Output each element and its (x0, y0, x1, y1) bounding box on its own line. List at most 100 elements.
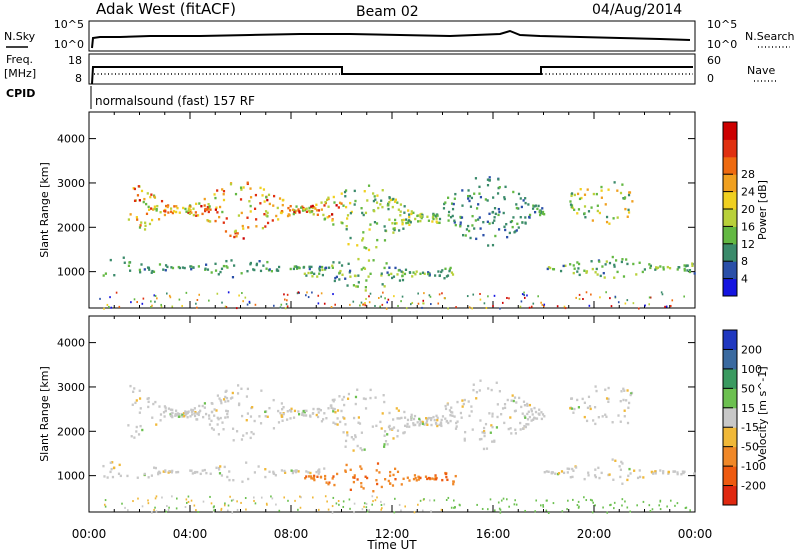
power-echo-cell (233, 230, 237, 233)
power-echo-cell (295, 267, 299, 270)
velocity-echo-cell (111, 475, 115, 479)
power-echo-cell (407, 209, 410, 212)
velocity-clutter-cell (486, 508, 489, 511)
velocity-echo-cell (297, 413, 301, 416)
velocity-clutter-cell (299, 506, 302, 509)
velocity-clutter-cell (613, 501, 616, 504)
velocity-echo-cell (386, 443, 389, 446)
power-echo-cell (403, 211, 406, 214)
power-echo-cell (266, 260, 269, 264)
freq-strip: Freq. [MHz] 18 8 60 0 Nave (4, 53, 778, 85)
colorbar-tick-label: 15 (741, 402, 755, 415)
velocity-echo-cell (440, 424, 443, 428)
colorbar-tick-label: 100 (741, 363, 762, 376)
velocity-echo-cell (383, 443, 386, 446)
power-echo-cell (276, 206, 279, 210)
power-echo-cell (497, 213, 500, 217)
power-echo-cell (604, 263, 607, 266)
velocity-clutter-cell (508, 505, 510, 508)
velocity-echo-cell (482, 447, 486, 451)
velocity-echo-cell (272, 470, 275, 474)
velocity-echo-cell (330, 406, 333, 410)
velocity-echo-cell (150, 474, 153, 477)
power-echo-cell (177, 265, 180, 269)
velocity-clutter-cell (275, 503, 277, 506)
power-echo-cell (486, 199, 489, 202)
power-echo-cell (249, 187, 252, 190)
velocity-echo-cell (381, 412, 384, 415)
velocity-echo-cell (340, 409, 343, 413)
velocity-clutter-cell (534, 510, 536, 513)
colorbar-tick-label: 20 (741, 203, 755, 216)
power-echo-cell (150, 218, 154, 222)
power-echo-cell (543, 213, 546, 216)
power-echo-cell (308, 206, 311, 210)
power-echo-cell (367, 275, 370, 278)
velocity-clutter-cell (366, 510, 369, 513)
power-clutter-cell (156, 297, 158, 300)
velocity-echo-cell (289, 417, 292, 420)
power-echo-cell (300, 206, 303, 209)
power-echo-cell (407, 219, 411, 222)
power-echo-cell (509, 220, 512, 224)
velocity-echo-cell (352, 416, 356, 420)
power-echo-cell (136, 218, 139, 221)
velocity-echo-cell (190, 408, 193, 412)
velocity-echo-cell (415, 479, 418, 482)
velocity-echo-cell (612, 478, 615, 481)
power-echo-cell (197, 265, 200, 268)
power-clutter-cell (543, 303, 546, 306)
power-echo-cell (214, 219, 217, 223)
power-echo-cell (128, 261, 131, 264)
velocity-echo-cell (448, 409, 452, 412)
power-echo-cell (262, 188, 266, 191)
colorbar-segment (723, 139, 737, 158)
velocity-echo-cell (360, 448, 364, 452)
velocity-echo-cell (554, 472, 557, 475)
power-echo-cell (399, 203, 402, 206)
velocity-echo-cell (333, 483, 336, 487)
power-echo-cell (433, 213, 436, 217)
velocity-echo-cell (418, 422, 422, 426)
power-echo-cell (380, 199, 383, 202)
power-echo-cell (317, 209, 321, 212)
power-echo-cell (590, 260, 593, 263)
velocity-echo-cell (622, 387, 625, 391)
power-echo-cell (662, 268, 665, 271)
power-echo-cell (403, 205, 406, 208)
power-echo-cell (333, 279, 336, 283)
power-echo-cell (420, 216, 423, 220)
velocity-echo-cell (513, 396, 517, 399)
velocity-clutter-cell (376, 496, 378, 499)
velocity-echo-cell (346, 431, 349, 434)
velocity-echo-cell (395, 407, 398, 410)
power-echo-cell (494, 212, 497, 216)
power-echo-cell (619, 191, 623, 195)
velocity-echo-cell (213, 414, 216, 417)
velocity-echo-cell (196, 470, 199, 474)
velocity-echo-cell (151, 416, 154, 419)
power-echo-cell (628, 191, 632, 194)
power-echo-cell (547, 266, 551, 269)
power-echo-cell (160, 199, 164, 203)
velocity-clutter-cell (353, 511, 355, 514)
velocity-echo-cell (349, 468, 352, 472)
power-echo-cell (627, 193, 631, 197)
velocity-echo-cell (158, 470, 161, 474)
power-echo-cell (148, 268, 151, 271)
velocity-clutter-cell (380, 503, 383, 506)
power-echo-cell (331, 219, 334, 222)
power-echo-cell (204, 207, 207, 211)
power-echo-cell (293, 211, 296, 214)
power-echo-cell (401, 271, 404, 274)
velocity-echo-cell (627, 474, 630, 478)
velocity-echo-cell (535, 417, 539, 420)
power-echo-cell (486, 184, 490, 187)
power-echo-cell (172, 210, 176, 213)
power-echo-cell (346, 214, 350, 217)
velocity-echo-cell (346, 397, 350, 400)
power-echo-cell (459, 221, 462, 224)
velocity-echo-cell (203, 406, 206, 409)
velocity-echo-cell (594, 422, 597, 426)
velocity-echo-cell (332, 400, 335, 403)
